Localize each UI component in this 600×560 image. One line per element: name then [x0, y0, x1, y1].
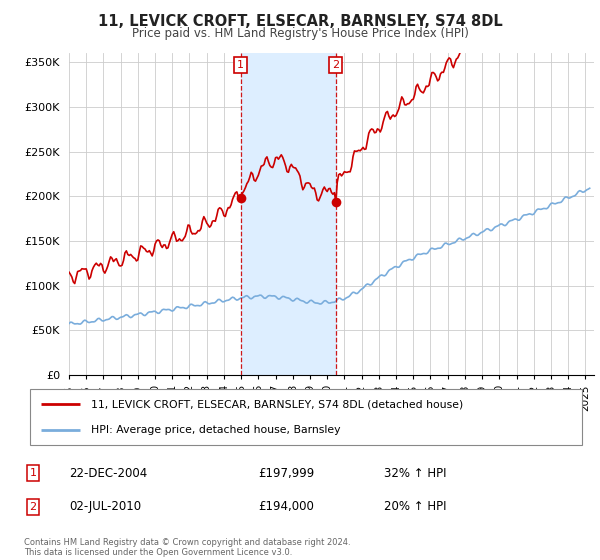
Text: 11, LEVICK CROFT, ELSECAR, BARNSLEY, S74 8DL (detached house): 11, LEVICK CROFT, ELSECAR, BARNSLEY, S74…: [91, 399, 463, 409]
Text: 1: 1: [29, 468, 37, 478]
Text: Price paid vs. HM Land Registry's House Price Index (HPI): Price paid vs. HM Land Registry's House …: [131, 27, 469, 40]
Text: HPI: Average price, detached house, Barnsley: HPI: Average price, detached house, Barn…: [91, 425, 340, 435]
Text: 2: 2: [332, 60, 340, 70]
FancyBboxPatch shape: [30, 389, 582, 445]
Text: £194,000: £194,000: [258, 500, 314, 514]
Text: 20% ↑ HPI: 20% ↑ HPI: [384, 500, 446, 514]
Text: 32% ↑ HPI: 32% ↑ HPI: [384, 466, 446, 480]
Text: Contains HM Land Registry data © Crown copyright and database right 2024.
This d: Contains HM Land Registry data © Crown c…: [24, 538, 350, 557]
Bar: [241, 53, 336, 375]
Text: 2: 2: [29, 502, 37, 512]
Text: 1: 1: [237, 60, 244, 70]
Text: 22-DEC-2004: 22-DEC-2004: [69, 466, 147, 480]
Text: 11, LEVICK CROFT, ELSECAR, BARNSLEY, S74 8DL: 11, LEVICK CROFT, ELSECAR, BARNSLEY, S74…: [98, 14, 502, 29]
Text: £197,999: £197,999: [258, 466, 314, 480]
Text: 02-JUL-2010: 02-JUL-2010: [69, 500, 141, 514]
